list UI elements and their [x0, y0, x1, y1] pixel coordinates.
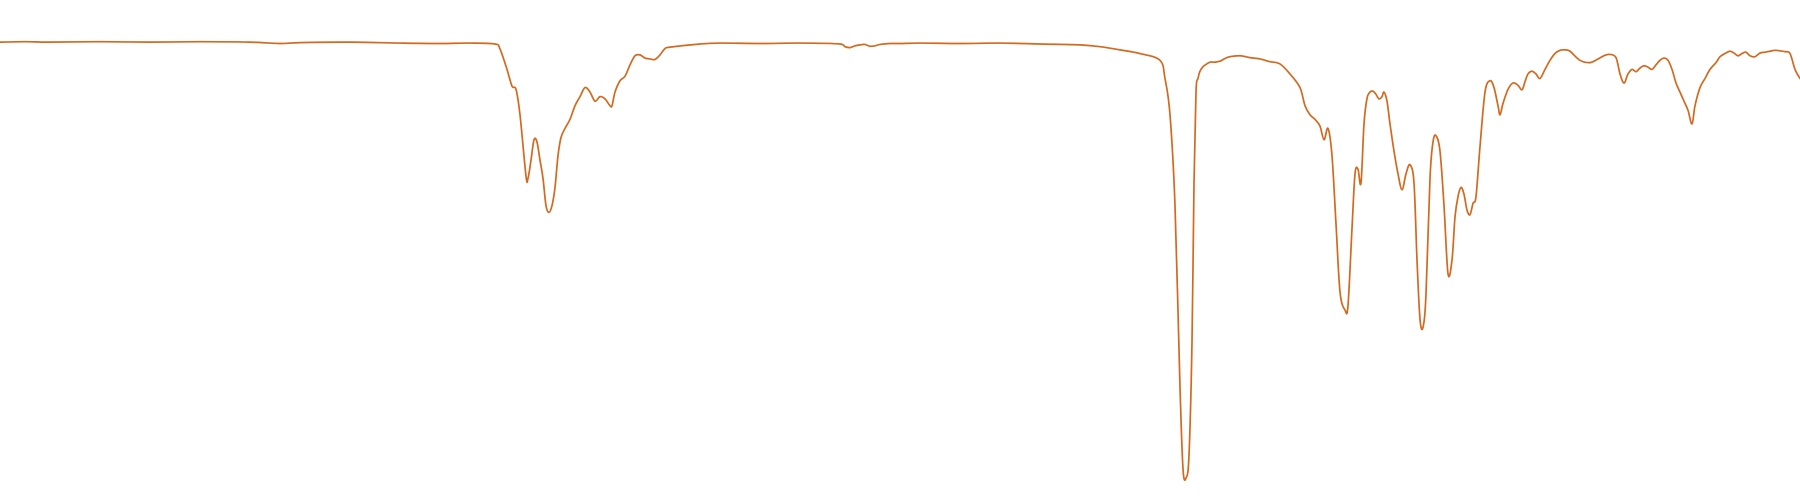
- series-line: [0, 40, 1800, 481]
